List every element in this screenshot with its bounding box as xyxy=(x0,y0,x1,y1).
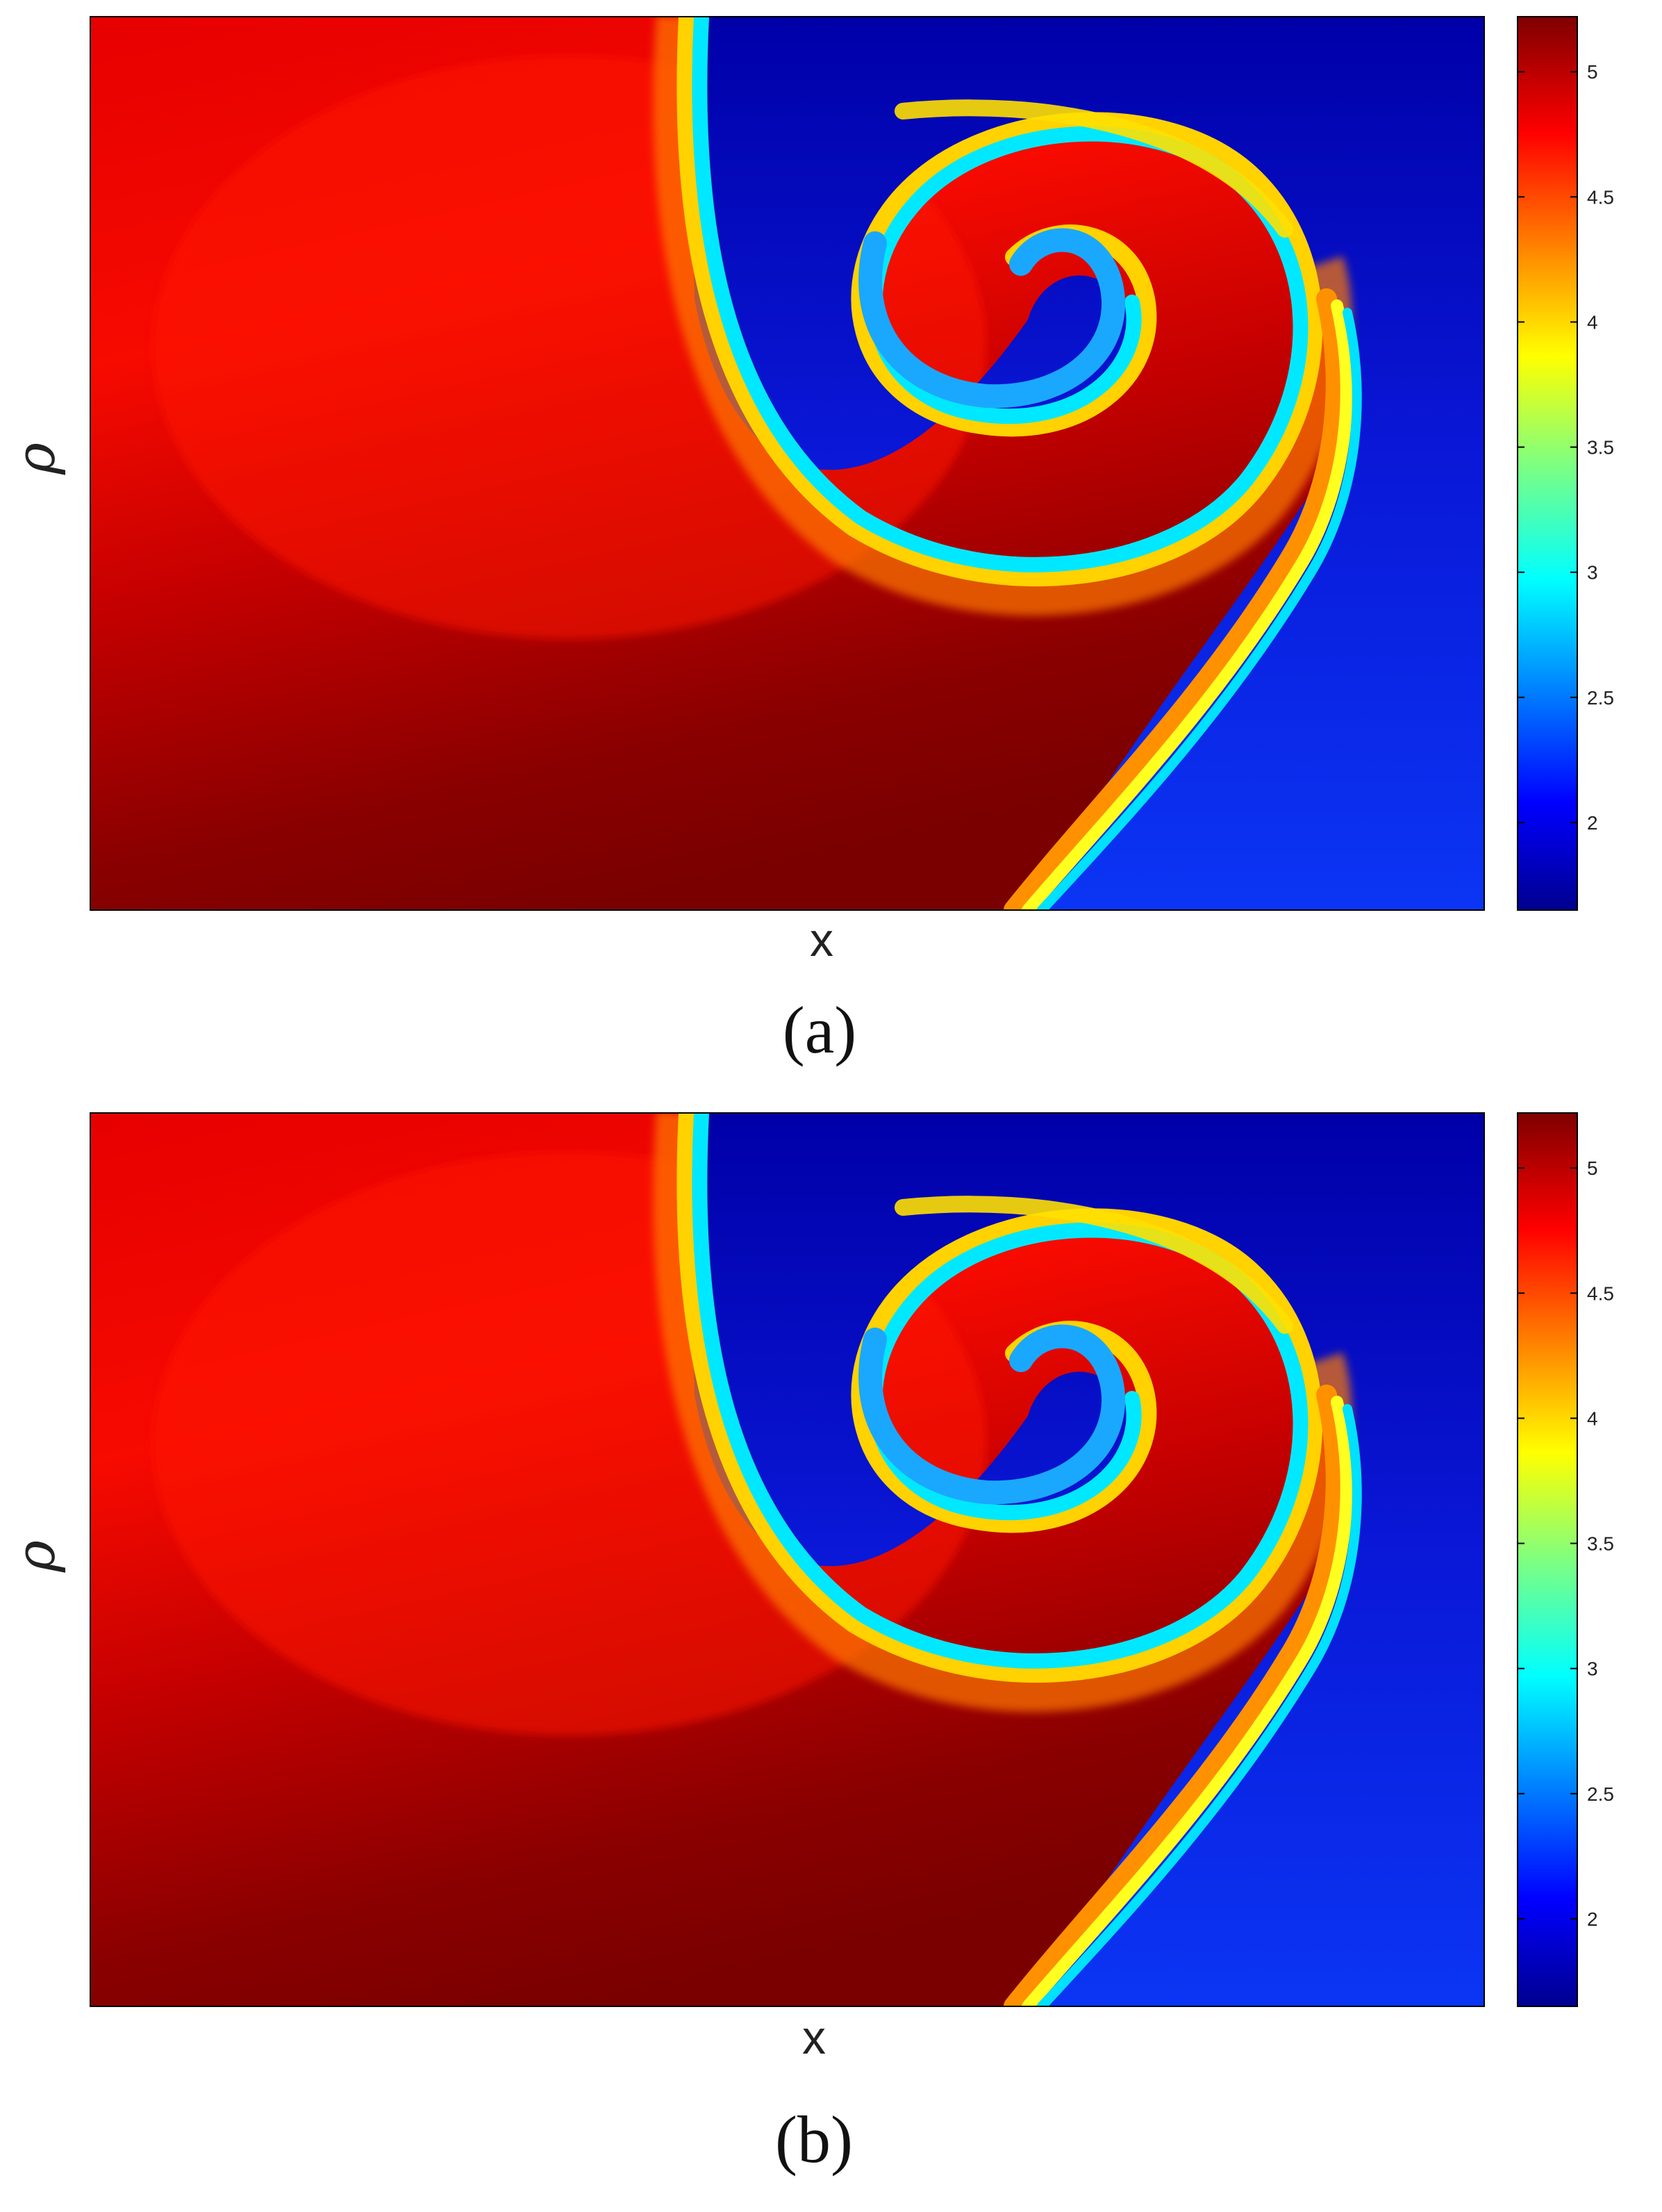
colorbar-tick-label: 2 xyxy=(1587,812,1598,834)
colorbar-tick-label: 3.5 xyxy=(1587,1533,1614,1555)
panel-a: ρ x (a) 2 2.5 3 3.5 4 4.5 5 xyxy=(5,16,1614,1067)
xlabel-b: x xyxy=(802,2011,826,2064)
colorbar-tick-label: 2.5 xyxy=(1587,687,1614,709)
heatmap-a-field xyxy=(90,17,1484,910)
ylabel-b: ρ xyxy=(5,1540,67,1573)
heatmap-a-svg: ρ x (a) 2 2.5 3 3.5 4 4.5 5 xyxy=(5,16,1614,1067)
heatmap-b-svg: ρ x (b) 2 2.5 3 3.5 4 4.5 5 xyxy=(5,1112,1614,2177)
colorbar-ticks-a: 2 2.5 3 3.5 4 4.5 5 xyxy=(1518,61,1614,834)
plot-frame-b xyxy=(90,1112,1485,2007)
heatmap-b-field xyxy=(90,1113,1484,2006)
plot-frame-a xyxy=(90,16,1485,911)
colorbar-tick-label: 4 xyxy=(1587,1408,1598,1429)
colorbar-tick-label: 4 xyxy=(1587,311,1598,333)
colorbar-tick-label: 2 xyxy=(1587,1908,1598,1930)
colorbar-tick-label: 4.5 xyxy=(1587,1282,1614,1304)
colorbar-tick-label: 3.5 xyxy=(1587,437,1614,459)
ylabel-a: ρ xyxy=(5,443,67,475)
panel-b: ρ x (b) 2 2.5 3 3.5 4 4.5 5 xyxy=(0,1106,1662,2212)
panel-label-a: (a) xyxy=(783,993,857,1067)
panel-label-b: (b) xyxy=(775,2102,853,2177)
colorbar-tick-label: 5 xyxy=(1587,1157,1598,1179)
colorbar-ticks-b: 2 2.5 3 3.5 4 4.5 5 xyxy=(1518,1157,1614,1930)
xlabel-a: x xyxy=(810,914,833,966)
colorbar-tick-label: 5 xyxy=(1587,61,1598,83)
colorbar-b xyxy=(1518,1113,1577,2006)
colorbar-tick-label: 3 xyxy=(1587,1658,1598,1680)
colorbar-tick-label: 4.5 xyxy=(1587,186,1614,208)
colorbar-a xyxy=(1518,17,1577,910)
colorbar-tick-label: 3 xyxy=(1587,562,1598,584)
colorbar-tick-label: 2.5 xyxy=(1587,1783,1614,1805)
